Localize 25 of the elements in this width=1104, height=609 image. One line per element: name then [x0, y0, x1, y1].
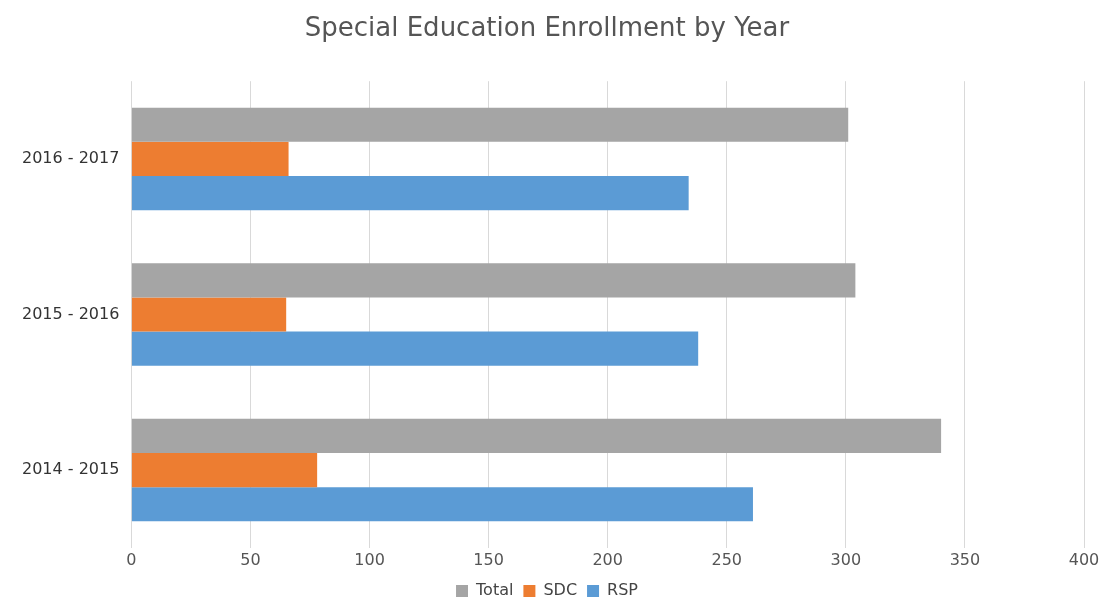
bar — [131, 487, 753, 522]
bar — [131, 452, 318, 488]
y-tick-label: 2016 - 2017 — [21, 148, 120, 168]
chart-title: Special Education Enrollment by Year — [304, 12, 790, 43]
x-tick-label: 300 — [830, 549, 862, 569]
legend-label: Total — [475, 580, 514, 600]
legend-label: SDC — [543, 580, 578, 600]
y-tick-label: 2014 - 2015 — [21, 459, 120, 479]
x-tick-label: 350 — [949, 549, 981, 569]
bar — [131, 107, 849, 142]
bar — [131, 297, 287, 332]
bar — [131, 263, 856, 298]
x-tick-label: 0 — [126, 549, 137, 569]
bar — [131, 176, 689, 211]
x-tick-label: 400 — [1068, 549, 1100, 569]
x-tick-label: 150 — [473, 549, 504, 569]
x-tick-label: 250 — [711, 549, 743, 569]
x-tick-label: 200 — [592, 549, 623, 569]
bar — [131, 418, 942, 453]
legend-label: RSP — [607, 580, 639, 600]
bar — [131, 141, 289, 177]
bar — [131, 331, 699, 366]
x-tick-label: 100 — [354, 549, 385, 569]
y-tick-label: 2015 - 2016 — [21, 303, 120, 323]
x-tick-label: 50 — [240, 549, 261, 569]
